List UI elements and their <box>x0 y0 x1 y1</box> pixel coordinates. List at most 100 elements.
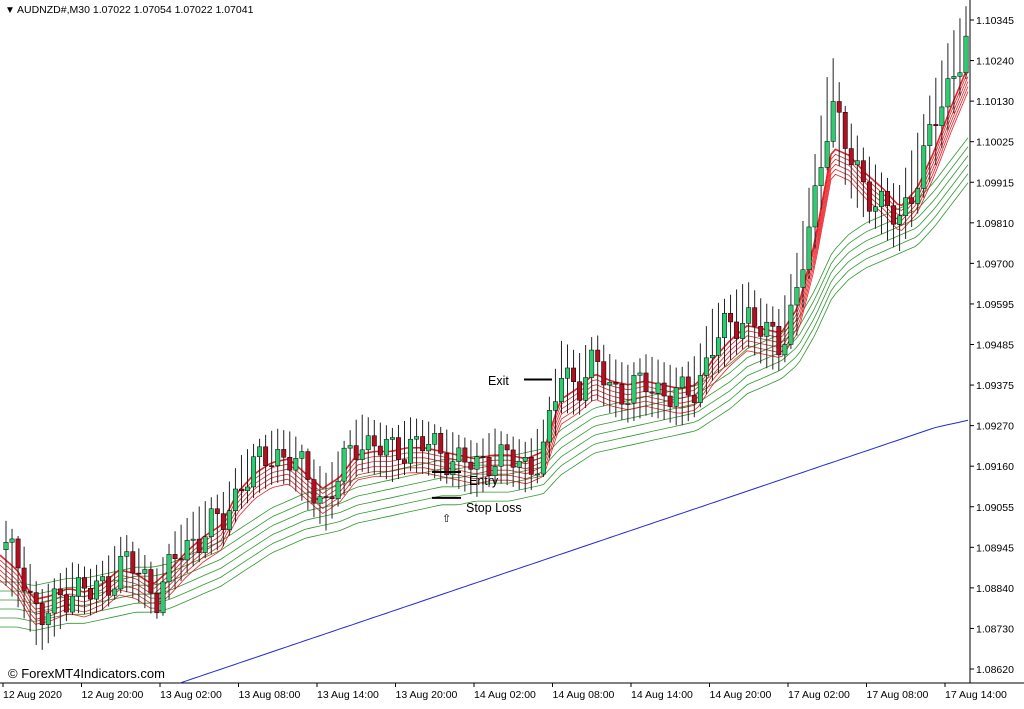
candle <box>166 543 172 600</box>
candle-body <box>329 496 335 499</box>
candle <box>474 442 480 497</box>
candle-body <box>389 437 395 440</box>
candle-body <box>299 451 305 459</box>
candle-body <box>619 383 625 405</box>
x-tick-label: 13 Aug 20:00 <box>396 689 458 701</box>
y-tick-label: 1.10240 <box>976 56 1014 68</box>
candle <box>486 433 492 488</box>
x-tick-label: 13 Aug 08:00 <box>239 689 301 701</box>
candle <box>577 353 583 415</box>
y-tick-label: 1.09375 <box>976 380 1014 392</box>
candle-body <box>897 215 903 225</box>
candle <box>106 555 112 607</box>
candle <box>190 511 196 567</box>
y-tick-label: 1.09595 <box>976 299 1014 311</box>
candle <box>794 252 800 336</box>
x-tick-label: 17 Aug 02:00 <box>788 689 850 701</box>
candle <box>734 289 740 355</box>
candle <box>432 424 438 479</box>
candle-body <box>939 106 945 127</box>
candle <box>323 472 329 531</box>
candle <box>848 123 854 199</box>
candle <box>655 359 661 419</box>
candle <box>885 177 890 241</box>
candle-body <box>426 444 432 452</box>
candle-body <box>758 326 764 337</box>
candle <box>371 419 377 475</box>
candle <box>232 468 238 523</box>
candle-body <box>82 577 87 589</box>
candle-body <box>679 376 685 389</box>
candle <box>480 438 486 493</box>
candle-body <box>631 375 637 404</box>
candle <box>498 431 504 484</box>
candle <box>408 417 413 472</box>
candle-body <box>94 580 100 600</box>
candle <box>879 172 884 235</box>
y-tick-label: 1.09915 <box>976 177 1014 189</box>
candle <box>383 425 389 480</box>
candle <box>565 344 570 414</box>
candle-body <box>335 480 341 499</box>
long-ma-line <box>179 419 969 684</box>
candle-body <box>854 160 860 166</box>
candle <box>257 438 263 493</box>
candle-body <box>353 445 359 460</box>
candle <box>625 364 631 423</box>
candle <box>643 354 649 416</box>
candle <box>287 431 293 486</box>
candle <box>679 366 685 426</box>
candle <box>136 548 142 603</box>
candle <box>613 359 619 418</box>
candle <box>709 308 715 381</box>
candle-body <box>504 444 510 451</box>
candle <box>546 396 552 459</box>
candle <box>824 77 830 171</box>
candle-body <box>257 446 263 457</box>
candle-body <box>571 367 576 382</box>
candle-body <box>516 460 522 468</box>
candle <box>891 183 896 248</box>
candle-body <box>196 538 202 553</box>
candle-body <box>444 453 450 476</box>
candle-body <box>365 435 371 451</box>
candle-body <box>124 551 130 557</box>
candle-body <box>552 401 558 411</box>
candle <box>420 419 426 474</box>
candle <box>915 132 921 214</box>
candle <box>697 343 703 408</box>
candle <box>830 58 836 148</box>
candle <box>456 434 462 489</box>
y-tick-label: 1.09055 <box>976 502 1014 514</box>
candle <box>812 154 818 249</box>
candle <box>806 187 812 279</box>
candle <box>559 340 564 414</box>
candle-body <box>697 375 703 403</box>
candle <box>220 491 226 547</box>
candle <box>661 362 667 420</box>
candle <box>619 362 625 420</box>
candle <box>637 358 643 419</box>
fast-ema-line <box>0 66 969 601</box>
candle <box>94 564 100 613</box>
candle <box>836 82 842 167</box>
candle-body <box>305 451 311 480</box>
candle <box>939 60 945 148</box>
candle-body <box>142 569 148 574</box>
candle-body <box>872 206 878 212</box>
candle-body <box>534 473 540 476</box>
candle-body <box>100 576 106 582</box>
y-tick-label: 1.09270 <box>976 421 1014 433</box>
candle-body <box>462 447 468 463</box>
candle-body <box>112 588 118 596</box>
menu-arrow-icon[interactable]: ▼ <box>5 5 15 16</box>
candle <box>21 546 27 619</box>
candle <box>842 106 848 185</box>
candle <box>317 466 323 524</box>
candle <box>160 557 166 616</box>
candle <box>951 30 957 114</box>
candle-body <box>341 447 347 482</box>
candle-body <box>251 456 256 488</box>
